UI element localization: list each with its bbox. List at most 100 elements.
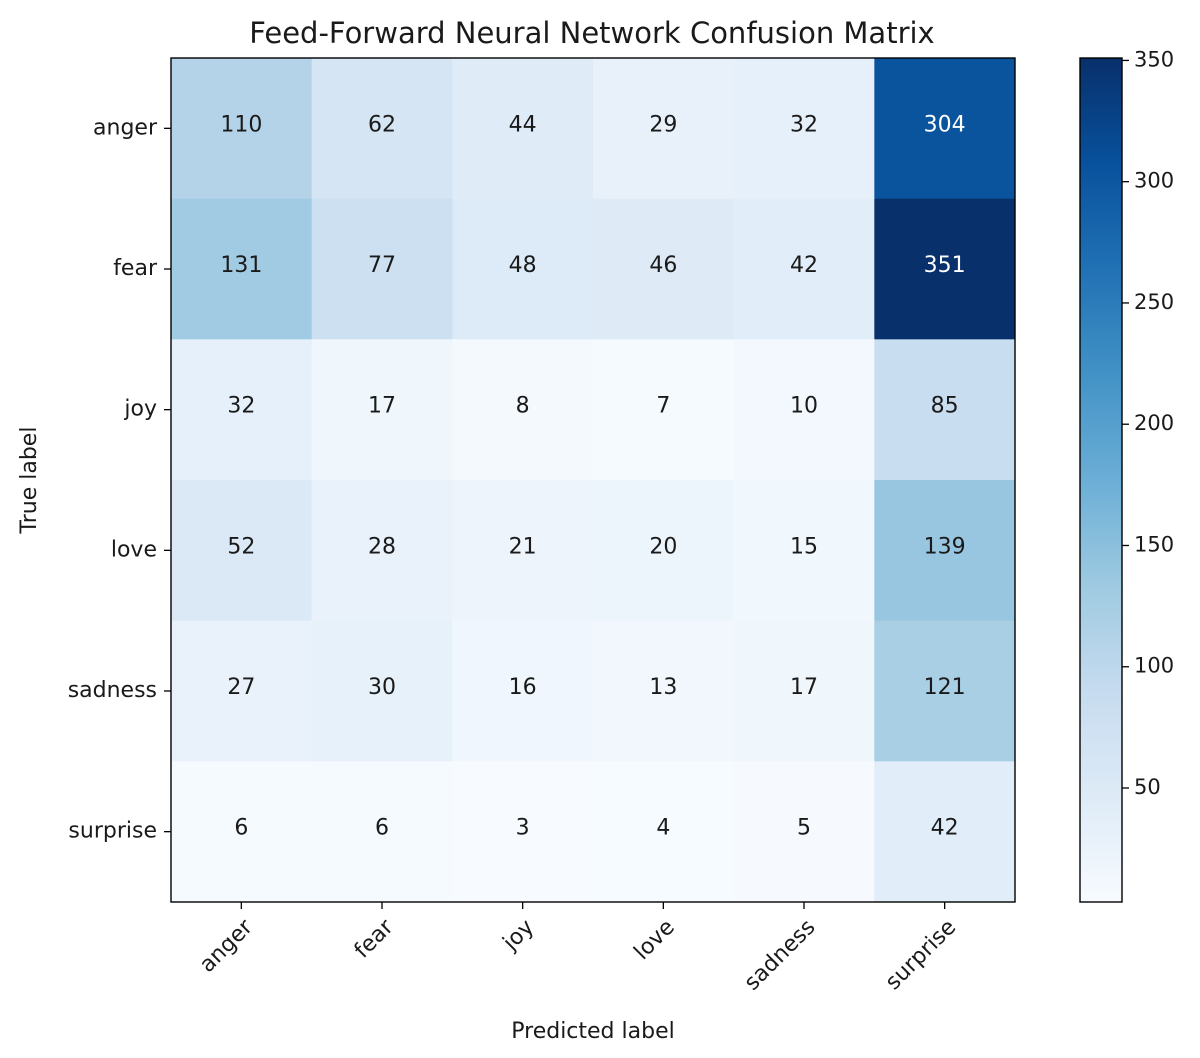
colorbar-tick-label: 250	[1134, 290, 1174, 314]
y-tick-label: joy	[123, 397, 157, 422]
x-axis-label: Predicted label	[511, 1019, 674, 1044]
x-tick-label: joy	[498, 915, 539, 956]
heatmap-cell	[733, 620, 875, 762]
cell-value-label: 52	[227, 534, 255, 559]
x-tick-label: surprise	[881, 915, 961, 995]
cell-value-label: 16	[509, 675, 537, 700]
heatmap-cell	[593, 198, 735, 340]
cell-value-label: 20	[649, 534, 677, 559]
cell-value-label: 32	[227, 394, 255, 419]
cell-value-label: 4	[656, 816, 670, 841]
cell-value-label: 8	[516, 394, 530, 419]
heatmap-cell	[874, 620, 1016, 762]
cell-value-label: 85	[931, 394, 959, 419]
cell-value-label: 6	[234, 816, 248, 841]
heatmap-cell	[171, 198, 313, 340]
cell-value-label: 351	[924, 253, 966, 278]
heatmap-cells	[171, 58, 1016, 903]
y-tick-label: anger	[93, 115, 158, 140]
heatmap-cell	[311, 58, 453, 200]
cell-value-label: 139	[924, 534, 966, 559]
cell-value-label: 21	[509, 534, 537, 559]
heatmap-cell	[874, 480, 1016, 622]
heatmap-cell	[171, 339, 313, 481]
cell-value-label: 46	[649, 253, 677, 278]
heatmap-cell	[874, 339, 1016, 481]
heatmap-cell	[452, 339, 594, 481]
heatmap-cell	[171, 761, 313, 903]
heatmap-cell	[733, 58, 875, 200]
heatmap-cell	[452, 480, 594, 622]
colorbar-tick-label: 200	[1134, 411, 1174, 435]
heatmap-cell	[733, 761, 875, 903]
y-axis-ticks: anger fear joy love sadness surprise	[68, 115, 171, 844]
heatmap-cell	[311, 620, 453, 762]
cell-value-label: 5	[797, 816, 811, 841]
colorbar-tick-label: 150	[1134, 532, 1174, 556]
heatmap-cell	[874, 58, 1016, 200]
heatmap-cell	[171, 480, 313, 622]
heatmap-cell	[874, 198, 1016, 340]
cell-value-label: 10	[790, 394, 818, 419]
heatmap-cell	[874, 761, 1016, 903]
heatmap-cell	[311, 198, 453, 340]
heatmap-cell	[593, 58, 735, 200]
colorbar-tick-label: 300	[1134, 169, 1174, 193]
colorbar-tick-label: 100	[1134, 654, 1174, 678]
x-tick-label: anger	[195, 914, 259, 978]
cell-value-label: 62	[368, 112, 396, 137]
heatmap-cell	[733, 480, 875, 622]
heatmap-cell	[311, 761, 453, 903]
cell-value-label: 32	[790, 112, 818, 137]
heatmap-cell	[311, 339, 453, 481]
x-tick-label: love	[630, 915, 680, 965]
heatmap-cell	[452, 58, 594, 200]
cell-value-label: 17	[368, 394, 396, 419]
cell-value-label: 110	[220, 112, 262, 137]
y-tick-label: sadness	[68, 678, 157, 703]
cell-value-label: 304	[924, 112, 966, 137]
y-axis-label: True label	[17, 427, 42, 535]
cell-value-label: 3	[516, 816, 530, 841]
heatmap-cell	[311, 480, 453, 622]
heatmap-cell	[171, 58, 313, 200]
cell-value-label: 42	[790, 253, 818, 278]
cell-value-label: 13	[649, 675, 677, 700]
y-tick-label: surprise	[68, 819, 157, 844]
cell-value-label: 27	[227, 675, 255, 700]
heatmap-cell	[733, 339, 875, 481]
heatmap-cell	[452, 761, 594, 903]
cell-value-label: 44	[509, 112, 537, 137]
cell-value-label: 77	[368, 253, 396, 278]
colorbar	[1079, 57, 1123, 903]
colorbar-ticks: 50 100 150 200 250 300 350	[1122, 47, 1174, 799]
cell-value-label: 28	[368, 534, 396, 559]
colorbar-tick-label: 50	[1134, 775, 1161, 799]
cell-value-label: 121	[924, 675, 966, 700]
heatmap-cell	[452, 620, 594, 762]
cell-value-label: 42	[931, 816, 959, 841]
cell-value-label: 48	[509, 253, 537, 278]
heatmap-cell	[733, 198, 875, 340]
chart-title: Feed-Forward Neural Network Confusion Ma…	[249, 16, 934, 50]
heatmap-cell	[452, 198, 594, 340]
cell-value-label: 30	[368, 675, 396, 700]
heatmap-cell	[593, 480, 735, 622]
x-axis-ticks: anger fear joy love sadness surprise	[195, 902, 961, 996]
heatmap-cell	[593, 620, 735, 762]
x-tick-label: fear	[350, 914, 399, 963]
y-tick-label: love	[111, 537, 157, 562]
cell-value-label: 7	[656, 394, 670, 419]
heatmap-cell	[171, 620, 313, 762]
heatmap-cell	[593, 339, 735, 481]
cell-value-label: 29	[649, 112, 677, 137]
cell-value-label: 6	[375, 816, 389, 841]
cell-value-label: 131	[220, 253, 262, 278]
cell-value-label: 17	[790, 675, 818, 700]
heatmap-cell	[593, 761, 735, 903]
colorbar-tick-label: 350	[1134, 47, 1174, 71]
x-tick-label: sadness	[740, 915, 821, 996]
cell-value-label: 15	[790, 534, 818, 559]
